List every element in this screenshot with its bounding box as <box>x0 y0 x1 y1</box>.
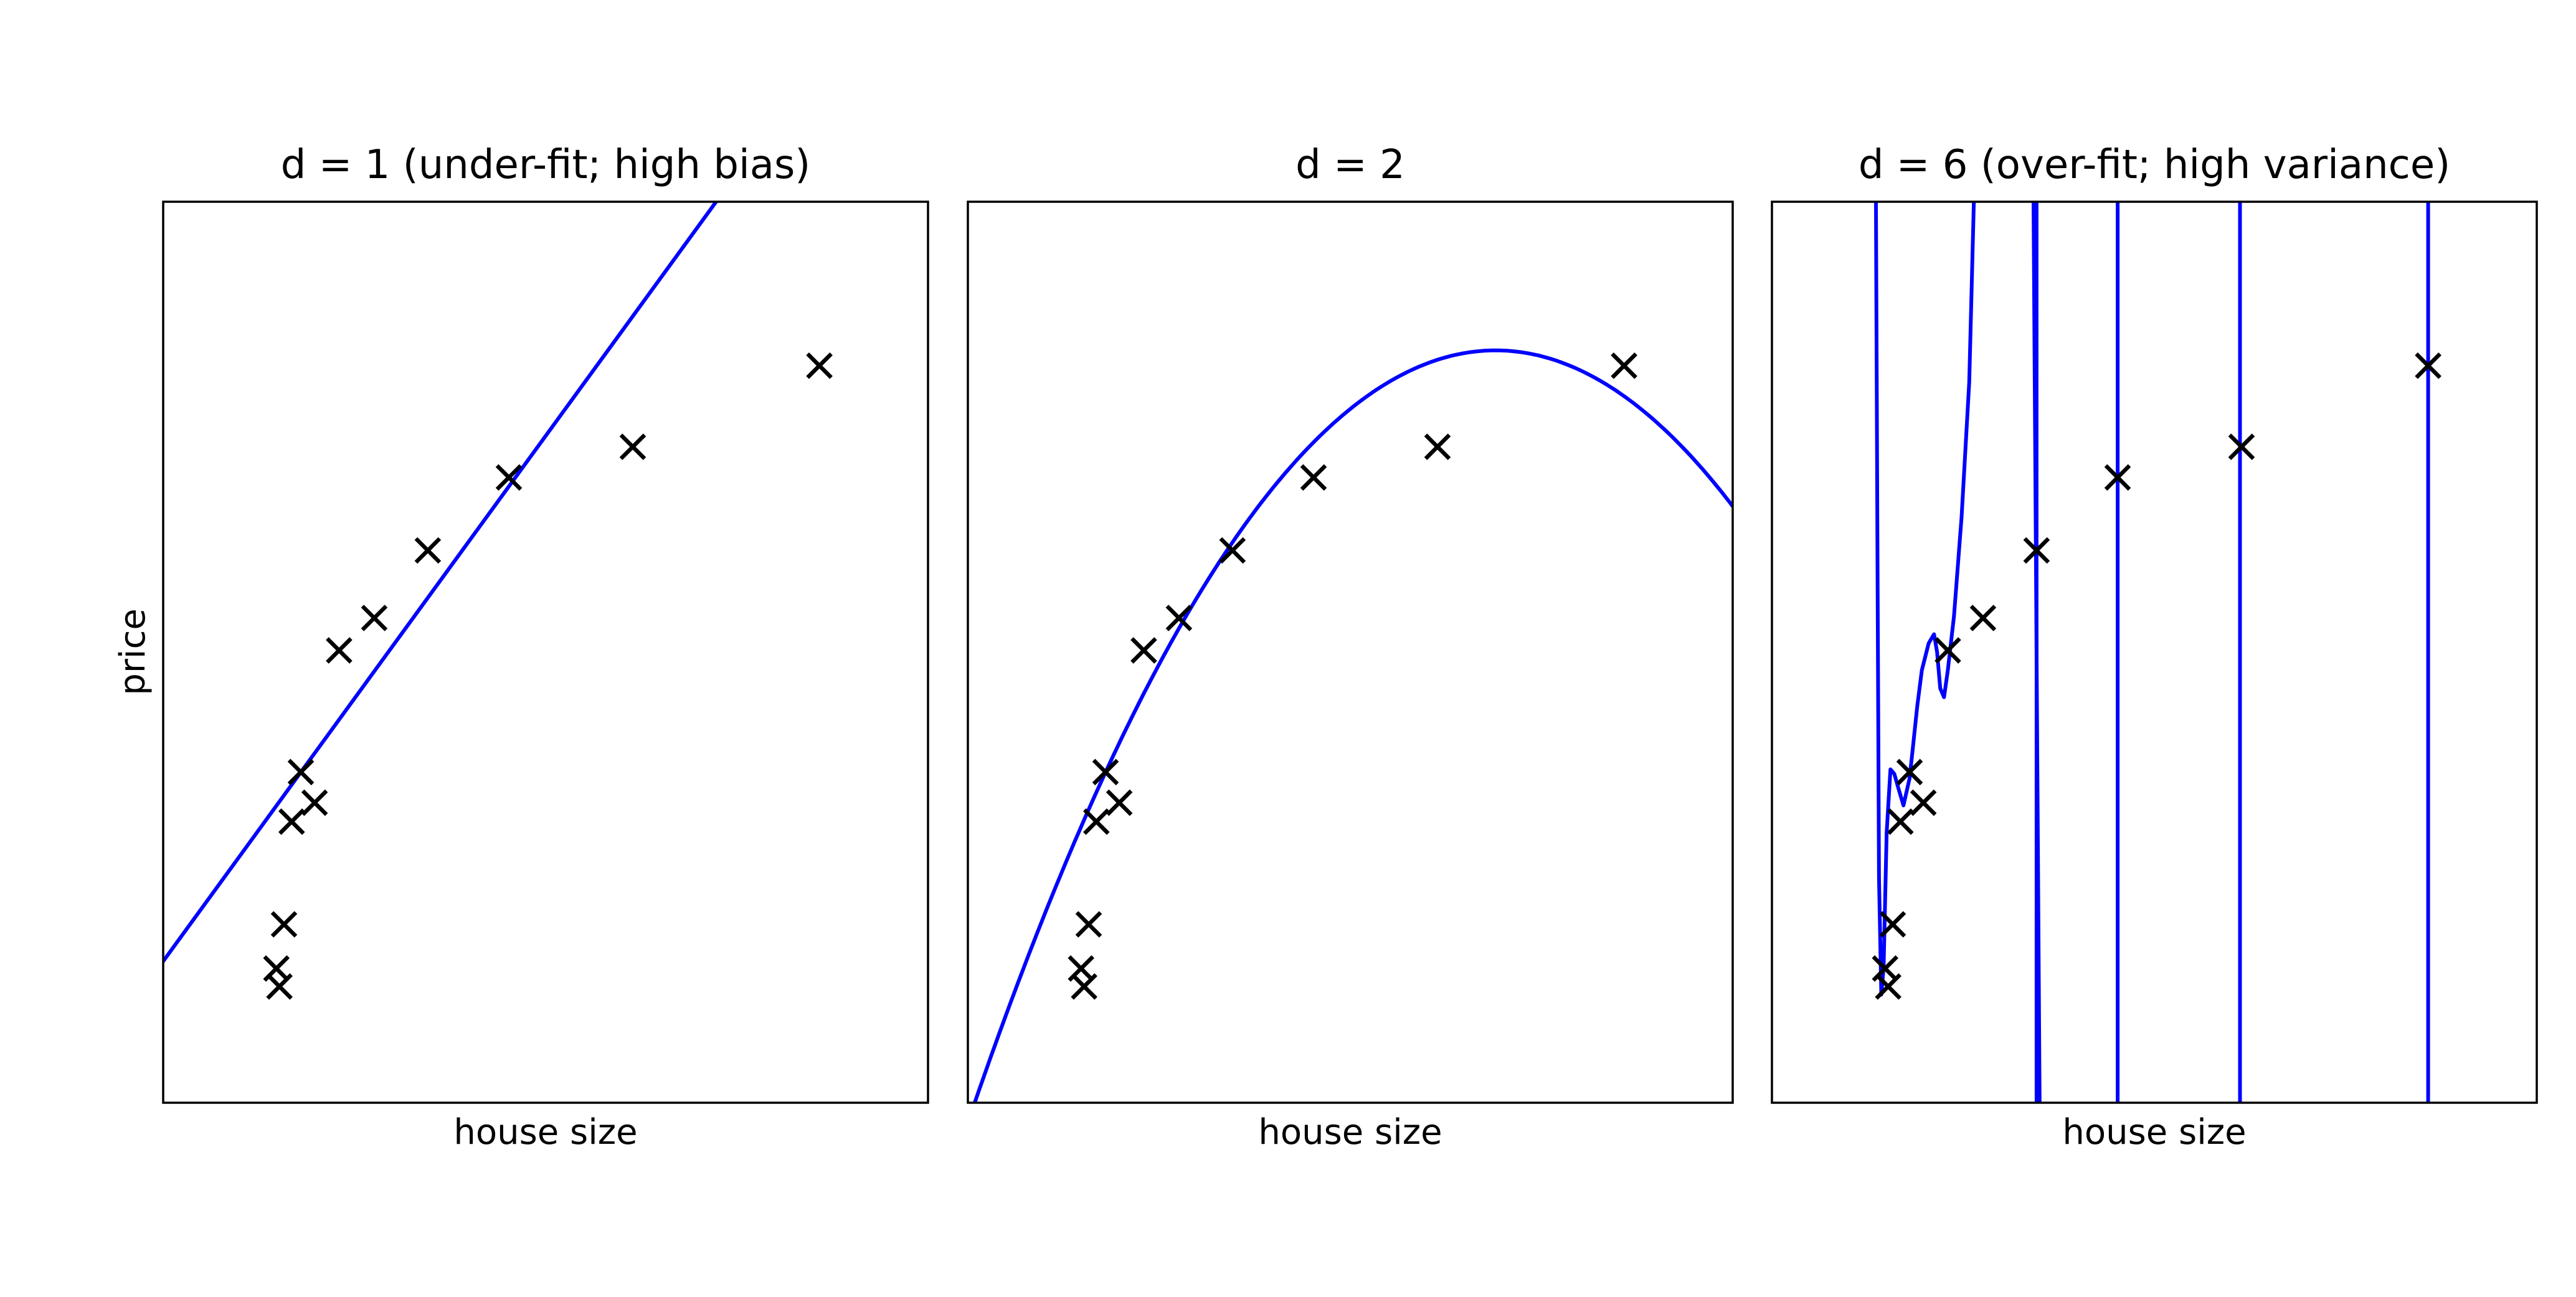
panel-d2-data-point <box>1130 637 1157 664</box>
panel-d1-plot <box>163 202 833 1000</box>
panel-d1: d = 1 (under-fit; high bias) house size … <box>113 142 929 1153</box>
panel-d1-data-point <box>414 537 442 564</box>
panel-d1-data-point <box>287 758 315 786</box>
panel-d2-data-point <box>1219 537 1246 564</box>
panel-d1-xlabel: house size <box>453 1112 637 1153</box>
panel-d2-data-point <box>1165 605 1193 631</box>
panel-d2-fit-curve <box>972 348 1733 1103</box>
panel-d1-data-point <box>278 808 305 835</box>
panel-d2-data-point <box>1106 789 1133 816</box>
panel-d1-fit-layer <box>163 202 719 963</box>
panel-d2-xlabel: house size <box>1258 1112 1442 1153</box>
panel-d2-data-point <box>1068 955 1095 982</box>
panel-d6-fit-layer <box>1874 202 2430 1103</box>
panel-d6-data-point <box>2415 352 2441 379</box>
panel-d1-data-point <box>806 352 833 379</box>
panel-d2-data-point <box>1300 464 1327 491</box>
panel-d1-fit-line <box>163 202 719 963</box>
panel-d6-data-point <box>2023 537 2050 564</box>
panel-d6-data-point <box>2228 433 2255 460</box>
panel-d6-data-point <box>1879 911 1906 938</box>
panel-d1-title: d = 1 (under-fit; high bias) <box>281 142 811 188</box>
panel-d6-data-point <box>2104 464 2131 491</box>
panel-d2-data-point <box>1424 433 1451 460</box>
panel-d1-data-point <box>301 789 328 816</box>
panel-d1-data-point <box>263 955 290 982</box>
panel-d1-frame <box>162 200 929 1104</box>
panel-d6-data-point <box>1969 605 1997 631</box>
panel-d6-data-point <box>1887 808 1914 835</box>
panel-d2-point-layer <box>1068 352 1637 1000</box>
panel-d2-plot <box>972 348 1733 1103</box>
panel-d6-title: d = 6 (over-fit; high variance) <box>1859 142 2450 188</box>
panel-d2-fit-layer <box>972 348 1733 1103</box>
panel-d6-frame <box>1771 200 2538 1104</box>
panel-d6-data-point <box>1934 637 1961 664</box>
panel-d2-data-point <box>1083 808 1110 835</box>
panel-d6-data-point <box>1872 955 1899 982</box>
panel-d1-data-point <box>270 911 298 938</box>
panel-d2-title: d = 2 <box>1295 142 1405 188</box>
panel-d2: d = 2 house size <box>967 142 1734 1153</box>
panel-d2-data-point <box>1075 911 1102 938</box>
panel-d6-plot <box>1872 202 2441 1103</box>
panel-d6: d = 6 (over-fit; high variance) house si… <box>1771 142 2538 1153</box>
panel-d6-point-layer <box>1872 352 2441 1000</box>
y-axis-label: price <box>113 608 153 695</box>
panel-d2-data-point <box>1092 758 1119 786</box>
panel-d6-data-point <box>1910 789 1937 816</box>
panel-d1-point-layer <box>263 352 833 1000</box>
panel-d1-data-point <box>361 605 388 631</box>
panel-d1-data-point <box>619 433 646 460</box>
panel-d6-xlabel: house size <box>2062 1112 2246 1153</box>
panel-d1-data-point <box>326 637 353 664</box>
panel-d1-data-point <box>495 464 523 491</box>
panel-d2-frame <box>967 200 1734 1104</box>
panel-d6-fit-curve <box>1874 202 1976 997</box>
panel-d2-data-point <box>1611 352 1637 379</box>
panel-d6-data-point <box>1896 758 1923 786</box>
